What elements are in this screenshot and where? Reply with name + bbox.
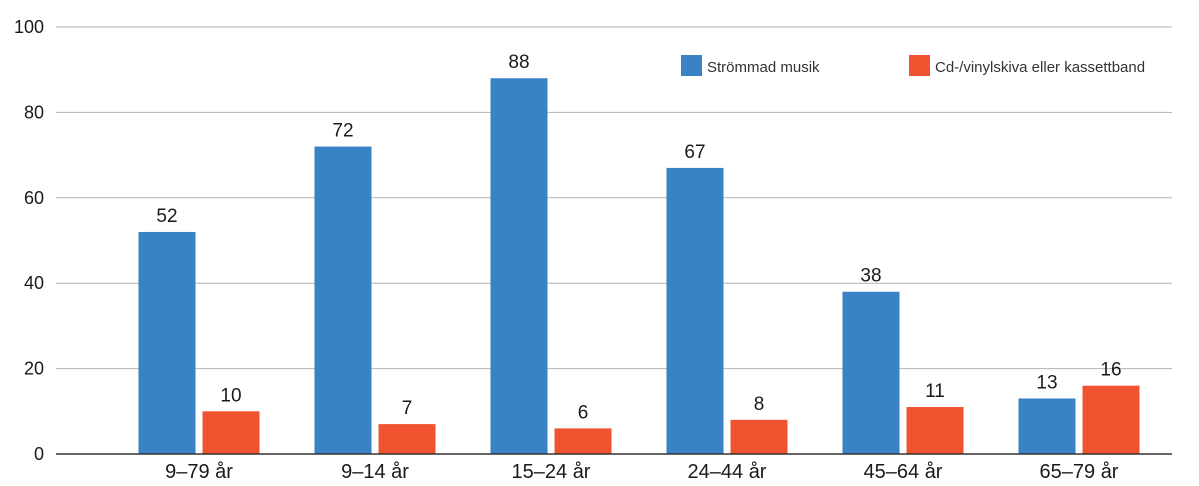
bar-series1-cat2 [554, 428, 612, 454]
data-label-series1-cat5: 16 [1100, 360, 1121, 381]
y-tick-label-0: 0 [34, 444, 44, 464]
data-label-series0-cat1: 72 [332, 121, 353, 142]
bar-series1-cat1 [378, 424, 436, 454]
legend-label-cd-vinyl-kassett: Cd-/vinylskiva eller kassettband [935, 59, 1145, 76]
bar-series0-cat4 [842, 291, 900, 454]
legend: Strömmad musik Cd-/vinylskiva eller kass… [681, 55, 1145, 76]
data-label-series0-cat3: 67 [684, 142, 705, 163]
legend-swatch-cd-vinyl-kassett [909, 55, 930, 76]
bar-series1-cat4 [906, 407, 964, 454]
data-label-series0-cat2: 88 [508, 52, 529, 73]
bar-series0-cat2 [490, 78, 548, 455]
x-tick-label-5: 65–79 år [1040, 461, 1119, 483]
data-label-series1-cat4: 11 [925, 381, 945, 402]
bars [138, 78, 1140, 455]
y-tick-label-20: 20 [24, 359, 44, 379]
x-tick-label-1: 9–14 år [341, 461, 409, 483]
data-label-series1-cat1: 7 [402, 398, 413, 419]
bar-series0-cat3 [666, 167, 724, 454]
data-label-series1-cat0: 10 [220, 385, 241, 406]
data-labels: 52 10 72 7 88 6 67 8 38 11 13 16 [156, 52, 1121, 423]
y-tick-label-80: 80 [24, 102, 44, 122]
bar-series0-cat0 [138, 231, 196, 454]
y-axis-ticks: 0 20 40 60 80 100 [14, 17, 44, 464]
bar-series0-cat1 [314, 146, 372, 454]
gridlines [56, 26, 1172, 370]
x-tick-label-2: 15–24 år [512, 461, 591, 483]
y-tick-label-40: 40 [24, 273, 44, 293]
data-label-series1-cat3: 8 [754, 394, 765, 415]
bar-series0-cat5 [1018, 398, 1076, 454]
y-tick-label-100: 100 [14, 17, 44, 37]
bar-series1-cat3 [730, 419, 788, 454]
data-label-series0-cat4: 38 [860, 266, 881, 287]
x-tick-label-0: 9–79 år [165, 461, 233, 483]
x-tick-label-4: 45–64 år [864, 461, 943, 483]
legend-swatch-strommad-musik [681, 55, 702, 76]
data-label-series1-cat2: 6 [578, 402, 589, 423]
x-axis-ticks: 9–79 år 9–14 år 15–24 år 24–44 år 45–64 år 65… [165, 461, 1119, 483]
bar-series1-cat0 [202, 411, 260, 454]
data-label-series0-cat0: 52 [156, 206, 177, 227]
y-tick-label-60: 60 [24, 188, 44, 208]
data-label-series0-cat5: 13 [1036, 372, 1057, 393]
legend-label-strommad-musik: Strömmad musik [707, 59, 820, 76]
x-tick-label-3: 24–44 år [688, 461, 767, 483]
bar-series1-cat5 [1082, 385, 1140, 454]
